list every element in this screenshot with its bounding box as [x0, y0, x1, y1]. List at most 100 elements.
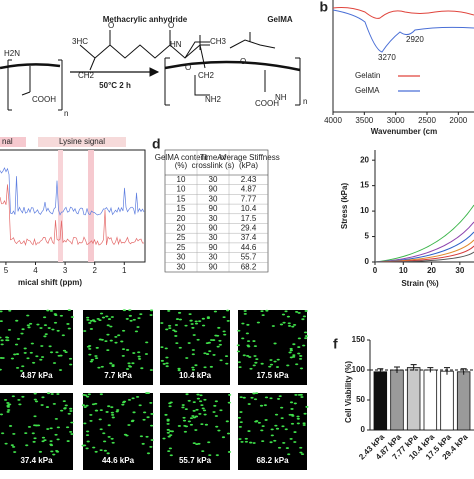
cell: [261, 440, 265, 443]
cell: [223, 333, 227, 336]
bar: [406, 367, 421, 431]
cell: [41, 440, 45, 443]
cell: [275, 427, 280, 430]
cell: [125, 318, 129, 320]
cell: [20, 332, 24, 335]
x-tick-label: 4000: [324, 116, 342, 125]
cell: [226, 319, 230, 322]
cell: [177, 367, 181, 370]
cell: [49, 427, 53, 430]
nmr-spectra: [0, 167, 145, 246]
cell: [86, 316, 90, 319]
atom-label: O: [240, 57, 246, 66]
cell: [69, 431, 73, 433]
cell: [181, 404, 185, 406]
cell: [214, 400, 218, 403]
cell: [26, 314, 30, 317]
cell: [132, 411, 136, 414]
cell: [246, 354, 250, 357]
cell: [303, 331, 308, 334]
cell: [297, 352, 301, 355]
table-cell: 90: [209, 262, 218, 271]
cell: [45, 406, 50, 408]
table-cell: 17.5: [241, 214, 257, 223]
cell: [46, 392, 51, 395]
cell: [111, 365, 115, 368]
table-cell: 37.4: [241, 233, 257, 242]
cell: [177, 369, 181, 372]
cell: [274, 413, 279, 416]
cell: [215, 425, 219, 428]
scheme: [0, 30, 301, 111]
cell: [184, 408, 188, 411]
cell: [192, 416, 196, 419]
cell: [111, 416, 115, 419]
cell: [1, 357, 5, 359]
cell: [174, 330, 178, 333]
cell: [86, 395, 90, 398]
cell: [162, 437, 166, 440]
stiffness-label: 55.7 kPa: [179, 456, 212, 465]
table-cell: 10.4: [241, 204, 257, 213]
cell: [226, 432, 231, 435]
annotation: 3270: [378, 53, 396, 62]
cell: [277, 446, 282, 449]
cell: [213, 310, 218, 313]
cell: [202, 409, 207, 412]
cell: [29, 322, 33, 325]
y-tick-label: 50: [356, 395, 365, 404]
cell: [111, 413, 115, 416]
cell: [121, 329, 126, 332]
cell: [11, 395, 15, 398]
y-tick-label: 15: [360, 181, 369, 190]
cell: [214, 415, 218, 417]
cell: [114, 341, 118, 344]
cell: [175, 318, 180, 320]
cell: [198, 320, 202, 323]
table-cell: 2.43: [241, 175, 257, 184]
cell: [273, 439, 277, 442]
cell: [5, 336, 9, 339]
cell: [30, 342, 34, 345]
cell: [29, 351, 33, 354]
y-axis-label: Cell Viability (%): [344, 361, 353, 423]
cell: [297, 346, 301, 348]
cell: [114, 335, 118, 338]
cell: [39, 327, 43, 329]
table-cell: 30: [209, 194, 218, 203]
cell: [144, 353, 149, 355]
panel-label: f: [333, 336, 338, 352]
cell: [52, 453, 56, 456]
cell: [168, 405, 172, 408]
cell: [53, 321, 58, 324]
cell: [121, 348, 126, 351]
cell: [200, 423, 204, 426]
atom-label: O: [185, 63, 191, 72]
table-header: GelMA content (%): [155, 153, 208, 170]
cell: [52, 402, 56, 405]
cell: [33, 398, 37, 401]
y-tick-label: 100: [352, 365, 366, 374]
cell: [12, 432, 16, 435]
cell: [189, 417, 194, 419]
cell: [281, 425, 285, 428]
band-label: nal: [2, 137, 13, 146]
cell: [49, 309, 54, 312]
panel-label: b: [319, 0, 328, 15]
cell: [149, 309, 154, 312]
cell: [165, 362, 169, 365]
stiffness-label: 7.7 kPa: [104, 371, 132, 380]
cell: [7, 328, 12, 331]
cell: [149, 314, 153, 316]
cell: [46, 309, 50, 312]
cell: [191, 349, 195, 351]
cell: [102, 432, 106, 435]
bar: [390, 369, 404, 431]
cell: [3, 399, 8, 401]
atom-label: n: [303, 97, 307, 106]
cell: [296, 422, 300, 425]
cell: [94, 357, 99, 360]
cell: [293, 402, 297, 405]
cell: [160, 322, 164, 324]
cell: [88, 347, 92, 350]
